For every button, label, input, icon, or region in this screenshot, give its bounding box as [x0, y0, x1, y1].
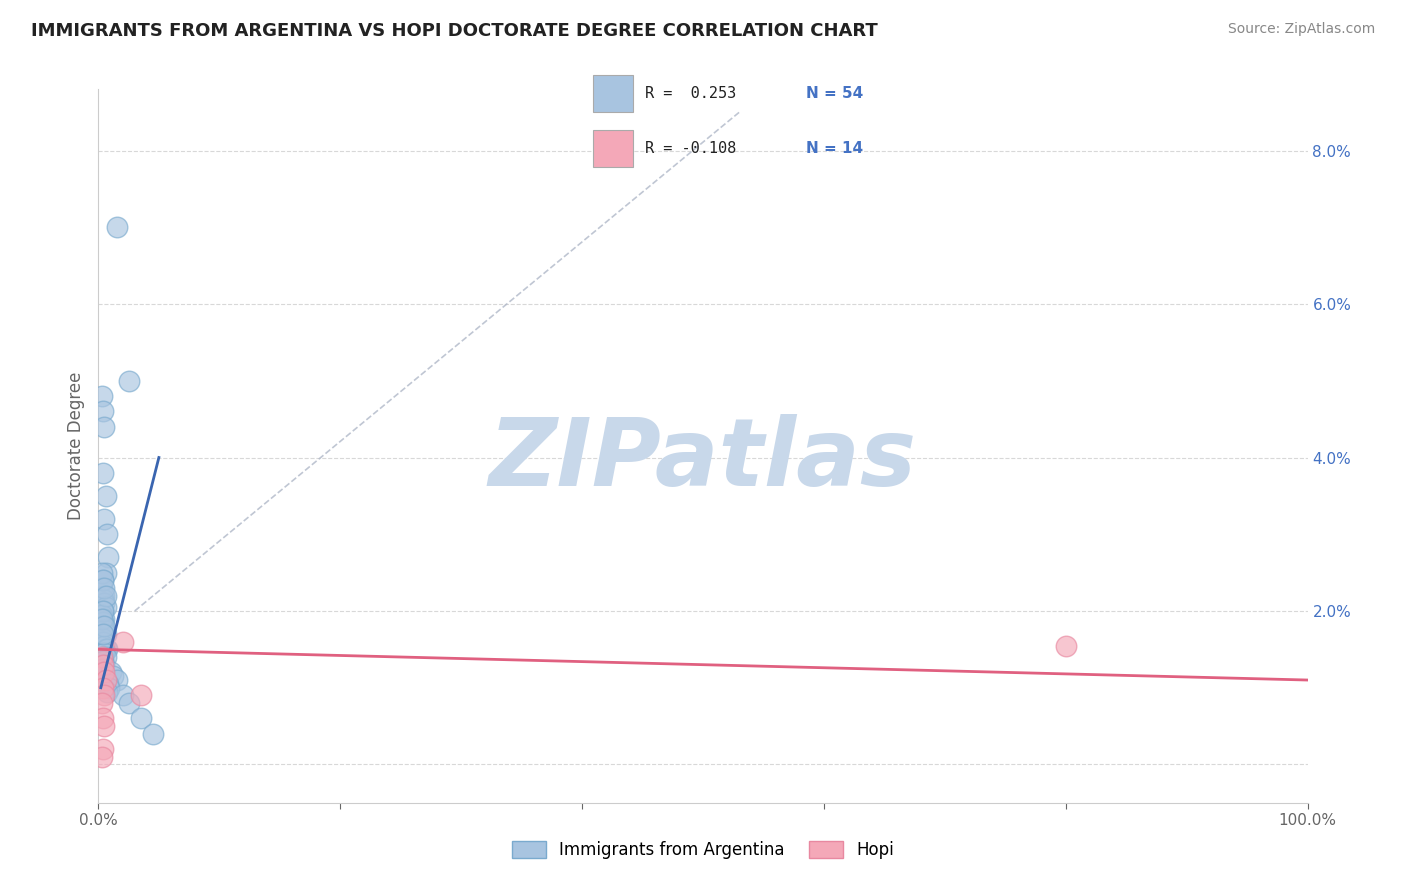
Point [94, 673, 117, 687]
Point [91, 619, 114, 633]
Point [94, 642, 117, 657]
Point [94, 600, 117, 615]
Point [94, 627, 117, 641]
Point [91, 681, 114, 695]
Point [142, 727, 165, 741]
Point [96, 684, 118, 698]
Text: N = 54: N = 54 [806, 87, 863, 102]
Point [105, 673, 128, 687]
Point [91, 657, 114, 672]
Text: ZIPatlas: ZIPatlas [489, 414, 917, 507]
FancyBboxPatch shape [593, 129, 633, 167]
Point [93, 612, 115, 626]
Point [94, 589, 117, 603]
Point [93, 665, 115, 680]
Point [1054, 639, 1077, 653]
Point [91, 615, 114, 630]
Point [91, 604, 114, 618]
Point [93, 589, 115, 603]
Point [111, 634, 134, 648]
Point [111, 689, 134, 703]
Point [93, 596, 115, 610]
Point [93, 657, 115, 672]
Point [98, 681, 121, 695]
Point [93, 419, 115, 434]
Point [91, 566, 114, 580]
Point [101, 669, 124, 683]
Point [91, 627, 114, 641]
Point [93, 689, 115, 703]
Point [91, 592, 114, 607]
Point [91, 749, 114, 764]
Point [91, 581, 114, 595]
Point [93, 512, 115, 526]
Point [91, 612, 114, 626]
Point [91, 574, 114, 588]
Point [91, 696, 114, 710]
Point [93, 646, 115, 660]
Point [97, 550, 120, 565]
Point [94, 650, 117, 665]
Point [129, 711, 152, 725]
Point [91, 650, 114, 665]
Y-axis label: Doctorate Degree: Doctorate Degree [66, 372, 84, 520]
Point [105, 220, 128, 235]
Point [91, 604, 114, 618]
Point [93, 619, 115, 633]
Text: N = 14: N = 14 [806, 141, 863, 156]
Point [91, 574, 114, 588]
Point [91, 665, 114, 680]
Point [93, 581, 115, 595]
Point [91, 654, 114, 668]
Point [129, 689, 152, 703]
Point [91, 631, 114, 645]
Point [93, 639, 115, 653]
Legend: Immigrants from Argentina, Hopi: Immigrants from Argentina, Hopi [506, 834, 900, 866]
Point [118, 696, 141, 710]
Point [91, 607, 114, 622]
Point [91, 661, 114, 675]
Point [93, 623, 115, 637]
Point [91, 742, 114, 756]
Text: R =  0.253: R = 0.253 [645, 87, 737, 102]
Point [91, 650, 114, 665]
Point [97, 677, 120, 691]
FancyBboxPatch shape [593, 75, 633, 112]
Point [91, 389, 114, 403]
Point [94, 566, 117, 580]
Text: R = -0.108: R = -0.108 [645, 141, 737, 156]
Point [91, 466, 114, 480]
Point [91, 711, 114, 725]
Point [91, 404, 114, 418]
Point [94, 489, 117, 503]
Text: Source: ZipAtlas.com: Source: ZipAtlas.com [1227, 22, 1375, 37]
Point [96, 642, 118, 657]
Point [100, 665, 122, 680]
Point [118, 374, 141, 388]
Point [96, 527, 118, 541]
Text: IMMIGRANTS FROM ARGENTINA VS HOPI DOCTORATE DEGREE CORRELATION CHART: IMMIGRANTS FROM ARGENTINA VS HOPI DOCTOR… [31, 22, 877, 40]
Point [91, 634, 114, 648]
Point [93, 719, 115, 733]
